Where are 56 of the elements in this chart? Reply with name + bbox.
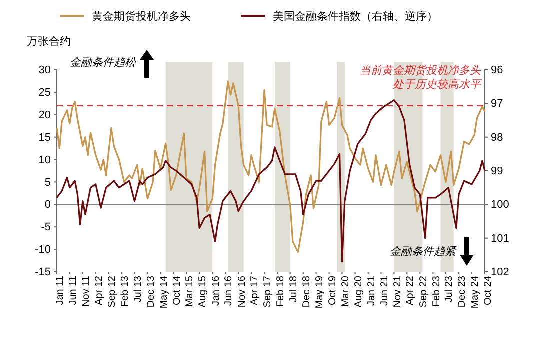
x-tick-label: Apr 17	[250, 276, 261, 306]
legend-label: 黄金期货投机净多头	[92, 10, 191, 23]
annotation: 金融条件趋紧	[390, 246, 457, 258]
y-tick-label: 10	[38, 154, 51, 166]
x-tick-label: Oct 19	[327, 276, 338, 306]
x-tick-label: Jan 21	[366, 276, 378, 306]
x-tick-label: Oct 14	[172, 276, 183, 306]
legend-label: 美国金融条件指数（右轴、逆序）	[273, 10, 438, 23]
x-tick-label: Apr 12	[94, 276, 106, 306]
x-tick-label: Jul 23	[444, 276, 456, 303]
y2-tick-label: 101	[491, 232, 510, 245]
ref-line-label: 当前黄金期货投机净多头处于历史较高水平	[360, 64, 482, 91]
x-tick-label: Feb 18	[276, 276, 287, 308]
x-tick-label: May 14	[158, 276, 170, 309]
x-tick-label: May 19	[314, 276, 326, 309]
x-tick-label: Aug 15	[198, 276, 209, 308]
y-tick-label: 20	[38, 109, 51, 122]
y2-tick-label: 96	[491, 64, 504, 77]
x-tick-label: Sep 17	[262, 276, 274, 308]
y-tick-label: 25	[38, 86, 51, 99]
x-tick-label: May 24	[470, 276, 482, 309]
y2-tick-label: 99	[491, 166, 504, 178]
y-tick-label: -10	[35, 244, 51, 256]
text: 金融条件趋松	[70, 57, 137, 69]
x-tick-label: Mar 20	[340, 276, 352, 308]
x-tick-label: Nov 11	[81, 276, 92, 307]
y-axis-title: 万张合约	[27, 35, 71, 48]
x-tick-label: Jun 11	[68, 276, 80, 306]
y2-tick-label: 100	[491, 199, 510, 212]
x-tick-label: Aug 20	[353, 276, 364, 308]
x-tick-label: Nov 16	[236, 276, 248, 308]
x-tick-label: Dec 18	[302, 276, 313, 308]
x-tick-label: Jun 16	[224, 276, 235, 306]
line-series	[56, 100, 486, 263]
x-tick-label: Dec 13	[146, 276, 157, 308]
x-tick-label: Dec 23	[457, 276, 468, 308]
x-tick-label: Feb 23	[431, 276, 442, 308]
y-tick-label: 15	[38, 132, 51, 144]
x-tick-label: Mar 15	[184, 276, 196, 308]
x-tick-label: Feb 13	[120, 276, 132, 308]
x-tick-label: Jan 16	[210, 276, 222, 306]
y-tick-label: 30	[38, 64, 51, 77]
x-tick-label: Jun 21	[379, 276, 390, 306]
x-tick-label: Nov 21	[392, 276, 404, 308]
y-tick-label: 0	[44, 199, 51, 212]
y-tick-label: 5	[44, 176, 51, 189]
x-tick-label: Jul 13	[132, 276, 144, 303]
x-tick-label: Jul 18	[288, 276, 300, 303]
y2-tick-label: 98	[491, 132, 504, 144]
y-tick-label: -5	[41, 222, 51, 234]
x-tick-label: Apr 22	[405, 276, 416, 306]
x-tick-label: Jan 11	[55, 276, 66, 306]
y-tick-label: -15	[35, 266, 51, 279]
y2-tick-label: 97	[491, 98, 504, 110]
x-tick-label: Sep 12	[107, 276, 118, 308]
x-tick-label: Sep 22	[418, 276, 430, 308]
